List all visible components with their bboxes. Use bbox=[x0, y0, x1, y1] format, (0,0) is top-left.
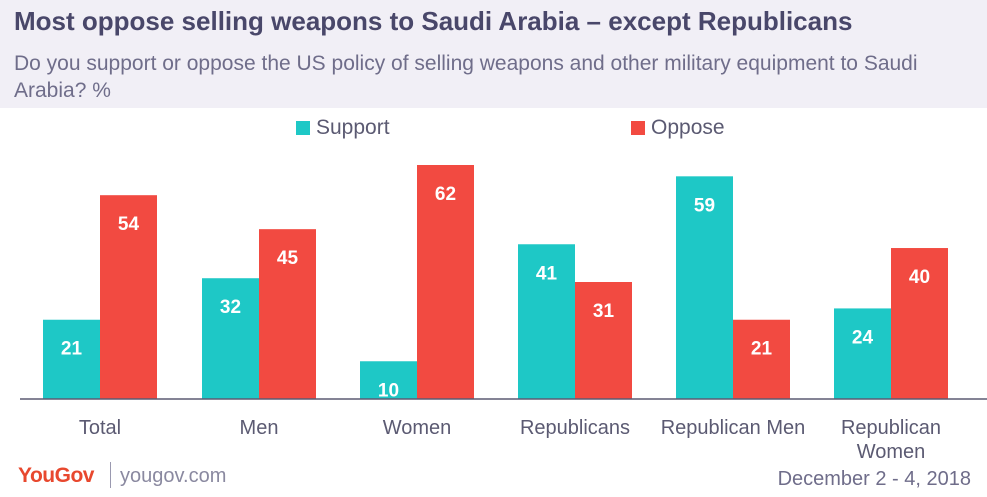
bar-group-2: 10 62 Women bbox=[360, 165, 474, 439]
header-band: Most oppose selling weapons to Saudi Ara… bbox=[0, 0, 987, 108]
footer-divider bbox=[110, 462, 111, 488]
bar-support-5 bbox=[834, 308, 891, 399]
data-label-support-3: 41 bbox=[536, 263, 558, 284]
data-label-oppose-3: 31 bbox=[593, 301, 615, 322]
legend-label-support: Support bbox=[316, 116, 390, 139]
bar-oppose-2 bbox=[417, 165, 474, 399]
chart-title: Most oppose selling weapons to Saudi Ara… bbox=[14, 6, 853, 36]
category-label-4: Republican Men bbox=[661, 417, 806, 439]
bar-group-3: 41 31 Republicans bbox=[518, 244, 632, 439]
bar-support-3 bbox=[518, 244, 575, 399]
bar-group-1: 32 45 Men bbox=[202, 229, 316, 439]
data-label-oppose-5: 40 bbox=[909, 267, 930, 288]
category-label-5-line-0: Republican bbox=[841, 417, 941, 439]
legend-swatch-oppose bbox=[631, 121, 645, 135]
yougov-logo: YouGov bbox=[18, 464, 94, 487]
bar-support-4 bbox=[676, 176, 733, 399]
bar-support-2 bbox=[360, 361, 417, 399]
category-label-5-line-1: Women bbox=[857, 441, 926, 463]
bar-support-1 bbox=[202, 278, 259, 399]
data-label-support-0: 21 bbox=[61, 339, 83, 360]
legend-swatch-support bbox=[296, 121, 310, 135]
footer-site: yougov.com bbox=[120, 465, 227, 487]
bar-oppose-1 bbox=[259, 229, 316, 399]
data-label-support-1: 32 bbox=[220, 297, 241, 318]
category-label-3: Republicans bbox=[520, 417, 630, 439]
category-label-1: Men bbox=[240, 417, 279, 439]
data-label-oppose-4: 21 bbox=[751, 339, 773, 360]
data-label-support-4: 59 bbox=[694, 195, 715, 216]
data-label-support-5: 24 bbox=[852, 327, 874, 348]
data-label-oppose-1: 45 bbox=[277, 248, 299, 269]
bar-oppose-3 bbox=[575, 282, 632, 399]
legend-label-oppose: Oppose bbox=[651, 116, 725, 139]
data-label-oppose-0: 54 bbox=[118, 214, 140, 235]
category-label-2: Women bbox=[383, 417, 452, 439]
bar-oppose-0 bbox=[100, 195, 157, 399]
bar-support-0 bbox=[43, 319, 100, 399]
data-label-support-2: 10 bbox=[378, 380, 399, 401]
legend-item-support: Support bbox=[296, 116, 390, 140]
bar-group-4: 59 21 Republican Men bbox=[661, 176, 806, 439]
data-label-oppose-2: 62 bbox=[435, 184, 456, 205]
chart-subtitle: Do you support or oppose the US policy o… bbox=[14, 52, 918, 102]
legend-item-oppose: Oppose bbox=[631, 116, 725, 140]
legend: Support Oppose bbox=[0, 116, 987, 142]
bar-oppose-4 bbox=[733, 319, 790, 399]
bar-oppose-5 bbox=[891, 248, 948, 399]
category-label-0: Total bbox=[79, 417, 121, 439]
bar-group-0: 21 54 Total bbox=[43, 195, 157, 439]
footer-date: December 2 - 4, 2018 bbox=[777, 468, 971, 490]
